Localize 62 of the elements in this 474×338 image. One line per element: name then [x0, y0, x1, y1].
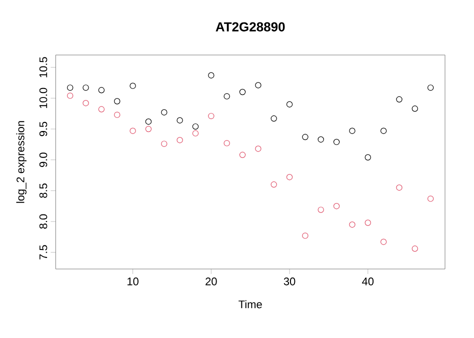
point: [349, 221, 356, 228]
point: [192, 130, 199, 136]
x-tick-label: 40: [362, 278, 374, 286]
point: [145, 126, 152, 132]
point: [161, 109, 168, 116]
point: [67, 84, 74, 91]
y-tick-label: 9.5: [39, 122, 48, 136]
x-axis-title: Time: [238, 300, 262, 308]
point: [239, 152, 246, 158]
point: [364, 154, 371, 160]
point: [255, 146, 262, 152]
point: [67, 92, 74, 99]
y-tick-label: 9.0: [39, 152, 48, 167]
point: [318, 136, 324, 143]
y-tick-label: 8.0: [39, 214, 48, 229]
x-tick-label: 10: [128, 278, 138, 286]
point: [114, 98, 120, 104]
x-tick-label: 20: [206, 278, 217, 286]
point: [161, 140, 168, 147]
x-tick-label: 30: [284, 278, 296, 286]
point: [380, 128, 387, 134]
point: [412, 106, 418, 112]
point: [82, 84, 89, 91]
point: [130, 82, 136, 89]
point: [270, 115, 277, 122]
point: [286, 101, 293, 108]
y-axis-title: log_2 expression: [16, 121, 27, 203]
point: [412, 246, 418, 252]
point: [302, 134, 308, 140]
point: [176, 137, 183, 144]
point: [82, 100, 89, 106]
point: [286, 174, 293, 180]
point: [364, 220, 371, 226]
point: [98, 106, 105, 112]
y-tick-label: 10.5: [39, 57, 48, 78]
point: [130, 128, 136, 134]
point: [302, 232, 308, 239]
point: [255, 82, 262, 88]
y-tick-label: 10.0: [39, 88, 48, 108]
point: [145, 118, 152, 125]
point: [396, 96, 402, 102]
point: [427, 196, 434, 202]
point: [224, 140, 230, 146]
point: [349, 128, 356, 134]
point: [333, 138, 340, 146]
point: [114, 112, 120, 118]
point: [333, 202, 340, 210]
point: [208, 112, 214, 120]
point: [270, 181, 277, 188]
point: [396, 184, 402, 191]
y-tick-label: 8.5: [39, 184, 48, 198]
point: [192, 123, 199, 130]
point: [224, 93, 230, 100]
point: [98, 87, 105, 94]
point: [427, 84, 434, 91]
point: [176, 117, 183, 124]
point: [318, 206, 324, 213]
y-tick-label: 7.5: [40, 245, 48, 260]
chart-title: AT2G28890: [216, 22, 285, 32]
point: [208, 72, 214, 78]
point: [239, 88, 246, 96]
point: [380, 238, 387, 245]
